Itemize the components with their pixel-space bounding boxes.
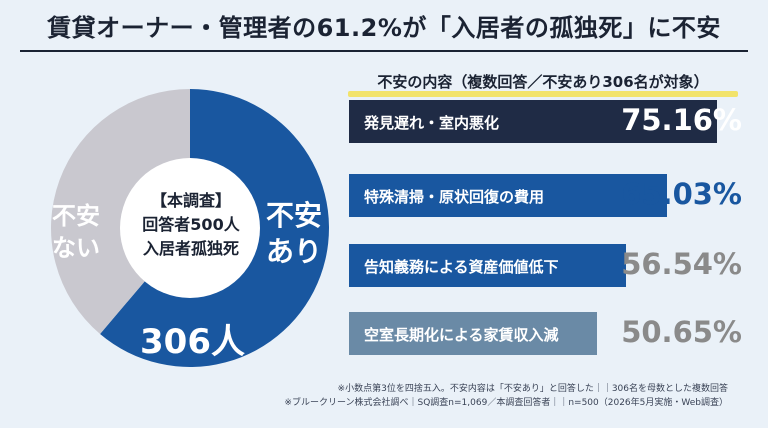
donut-hole xyxy=(120,158,260,298)
slice-label-fuan-ari: 不安あり xyxy=(265,199,322,268)
footnote-2: ※ブルークリーン株式会社調べ｜SQ調査n=1,069／本調査回答者｜｜n=500… xyxy=(284,398,728,408)
center-line-3: 入居者孤独死 xyxy=(142,239,239,258)
center-line-2: 回答者500人 xyxy=(142,215,240,234)
slice-label-fuan-nai: 不安ない xyxy=(52,202,100,262)
donut-center-label: 【本調査】 回答者500人 入居者孤独死 xyxy=(121,189,261,261)
bar-2 xyxy=(349,174,667,217)
bar-value-3: 56.54% xyxy=(621,247,742,281)
center-line-1: 【本調査】 xyxy=(150,191,231,210)
bar-value-4: 50.65% xyxy=(621,315,742,349)
title-divider xyxy=(20,50,748,52)
bar-label-3: 告知義務による資産価値低下 xyxy=(364,258,559,276)
page-title: 賃貸オーナー・管理者の61.2%が「入居者の孤独死」に不安 xyxy=(47,14,721,42)
bar-label-1: 発見遅れ・室内悪化 xyxy=(364,114,500,132)
footnote-1: ※小数点第3位を四捨五入。不安内容は「不安あり」と回答した｜｜306名を母数とし… xyxy=(337,384,728,394)
slice-count-fuan-ari: 306人 xyxy=(140,322,245,362)
bar-label-2: 特殊清掃・原状回復の費用 xyxy=(364,188,545,206)
bar-value-2: 65.03% xyxy=(621,177,742,211)
donut-slice-fuan-nai xyxy=(50,89,190,334)
bar-4 xyxy=(349,312,597,355)
bar-chart-title: 不安の内容（複数回答／不安あり306名が対象） xyxy=(377,73,709,91)
bar-3 xyxy=(349,244,626,287)
bar-1 xyxy=(349,100,717,143)
bar-label-4: 空室長期化による家賃収入減 xyxy=(364,326,559,344)
subhead-highlight xyxy=(348,91,738,97)
bar-value-1: 75.16% xyxy=(621,103,742,137)
